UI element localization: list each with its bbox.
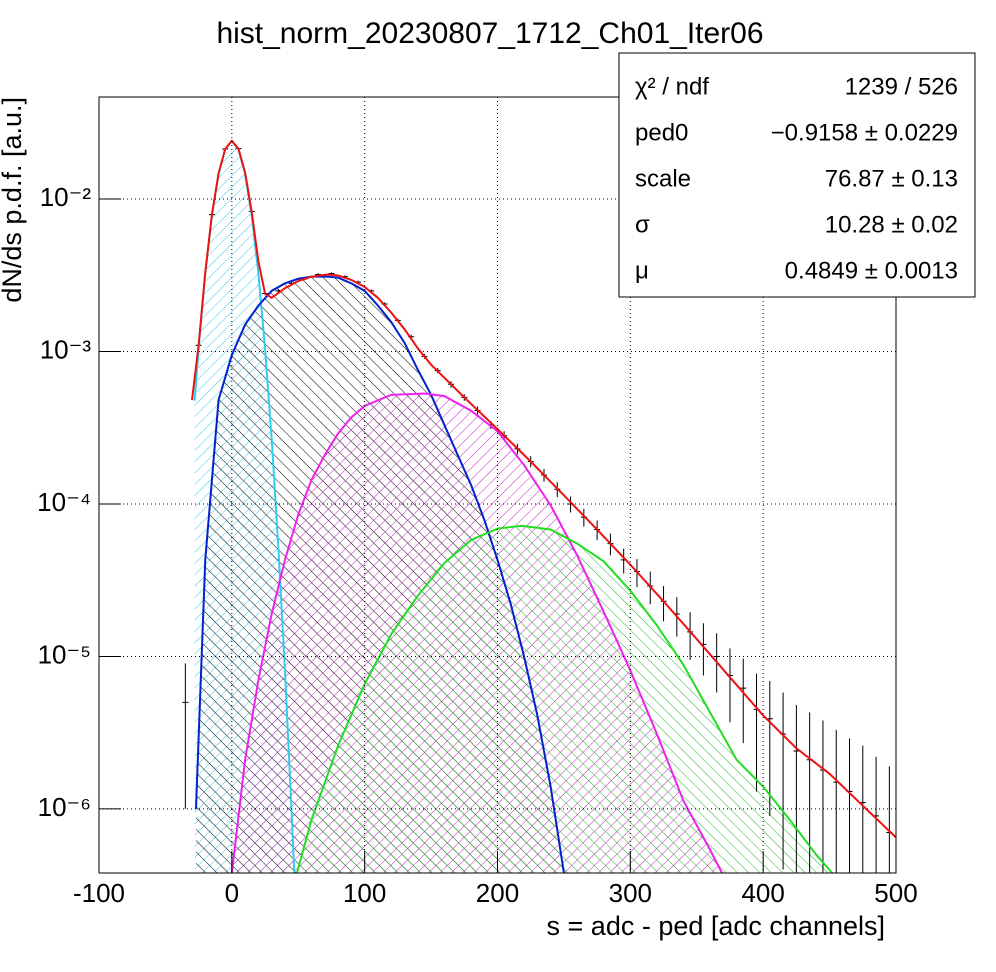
- x-tick-label: 0: [225, 878, 239, 908]
- y-tick-label: 10⁻⁵: [38, 639, 91, 669]
- stats-value: 10.28 ± 0.02: [825, 211, 958, 238]
- error-bar: [182, 663, 189, 809]
- x-tick-label: 200: [476, 878, 519, 908]
- stats-label: χ² / ndf: [635, 73, 709, 100]
- stats-value: −0.9158 ± 0.0229: [771, 119, 958, 146]
- y-tick-label: 10⁻⁴: [37, 487, 91, 517]
- stats-value: 1239 / 526: [845, 73, 958, 100]
- fit-curve: [190, 139, 896, 839]
- stats-label: scale: [635, 165, 691, 192]
- frame: [98, 96, 897, 874]
- x-tick-label: 500: [874, 878, 917, 908]
- stats-label: ped0: [635, 119, 688, 146]
- fit-curve: [230, 392, 723, 873]
- fit-curve: [194, 275, 565, 873]
- axes: -100 0 100 200 300 400 500 10⁻⁶ 10⁻⁵ 10⁻⁴ 10⁻³ 10⁻²: [37, 97, 918, 908]
- error-bar: [740, 658, 747, 744]
- hatched-area: [296, 525, 833, 873]
- y-tick-label: 10⁻³: [40, 334, 92, 364]
- stats-value: 76.87 ± 0.13: [825, 165, 958, 192]
- plot-area: [182, 139, 896, 873]
- fit-curve: [295, 524, 833, 873]
- stats-label: σ: [635, 211, 650, 238]
- stats-value: 0.4849 ± 0.0013: [785, 257, 958, 284]
- x-tick-label: -100: [73, 878, 125, 908]
- x-tick-label: 300: [609, 878, 652, 908]
- chart-title: hist_norm_20230807_1712_Ch01_Iter06: [216, 17, 763, 50]
- y-tick-label: 10⁻²: [40, 182, 92, 212]
- y-axis-label: dN/ds p.d.f. [a.u.]: [0, 97, 27, 303]
- y-tick-label: 10⁻⁶: [38, 792, 91, 822]
- stats-box: χ² / ndf 1239 / 526 ped0 −0.9158 ± 0.0229 sc…: [618, 52, 976, 298]
- x-tick-label: 400: [741, 878, 784, 908]
- stats-label: μ: [635, 257, 649, 284]
- x-axis-label: s = adc - ped [adc channels]: [547, 911, 885, 941]
- x-tick-label: 100: [343, 878, 386, 908]
- stats-frame: [618, 52, 976, 298]
